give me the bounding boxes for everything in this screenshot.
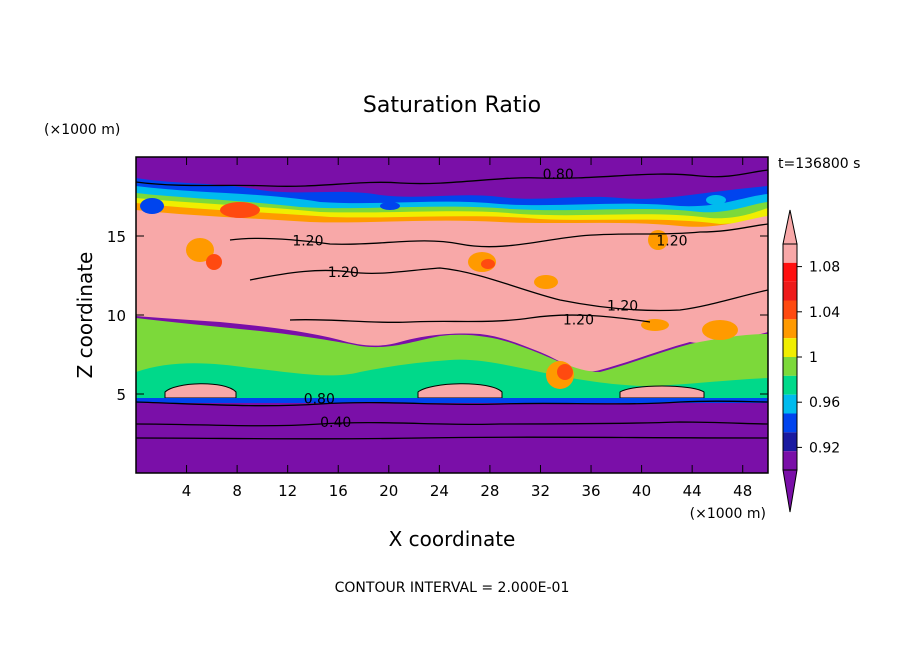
- plot-area: 0.80 1.20 1.20 1.20 1.20 1.20 0.80 0.40: [135, 157, 769, 473]
- colorbar-label: 1.04: [809, 305, 840, 321]
- hotspot: [702, 320, 738, 340]
- contour-label: 1.20: [607, 298, 638, 314]
- colorbar-segment: [783, 319, 797, 339]
- hotspot: [534, 275, 558, 289]
- hotspot: [648, 230, 668, 250]
- x-tick-label: 48: [733, 482, 752, 500]
- x-units-label: (×1000 m): [690, 506, 766, 522]
- contour-interval-note: CONTOUR INTERVAL = 2.000E-01: [335, 580, 570, 596]
- x-axis: 4 8 12 16 20 24 28 32 36 40 44 48: [182, 157, 752, 500]
- contour-label: 0.80: [304, 391, 335, 407]
- colorbar-segment: [783, 375, 797, 395]
- contour-labels: 0.80 1.20 1.20 1.20 1.20 1.20 0.80 0.40: [292, 167, 687, 431]
- x-tick-label: 36: [581, 482, 600, 500]
- colorbar-segment: [783, 300, 797, 320]
- x-tick-label: 24: [430, 482, 449, 500]
- colorbar-segment: [783, 451, 797, 470]
- contour-1-20-c: [289, 314, 651, 324]
- x-tick-label: 32: [531, 482, 550, 500]
- y-axis: 5 10 15: [107, 228, 768, 404]
- y-tick-label: 10: [107, 307, 126, 325]
- layer-teal-lower: [136, 359, 768, 400]
- x-tick-label: 40: [632, 482, 651, 500]
- x-axis-label: X coordinate: [389, 527, 516, 551]
- y-tick-label: 15: [107, 228, 126, 246]
- y-axis-label: Z coordinate: [73, 252, 97, 379]
- lens-1: [164, 383, 237, 399]
- time-label: t=136800 s: [778, 156, 860, 172]
- colorbar-label: 0.92: [809, 440, 840, 456]
- colorbar-segment: [783, 338, 797, 357]
- layer-pink-cloud: [136, 210, 768, 372]
- colorbar-extend-low: [782, 469, 798, 513]
- contour-lower: [135, 436, 769, 440]
- colorbar-label: 0.96: [809, 395, 840, 411]
- colorbar: 1.08 1.04 1 0.96 0.92: [782, 209, 840, 513]
- x-tick-label: 44: [683, 482, 702, 500]
- colorbar-segment: [783, 357, 797, 376]
- hotspot: [380, 202, 400, 210]
- hotspot: [481, 259, 495, 269]
- contour-lines: [135, 169, 769, 440]
- contour-label: 0.80: [543, 167, 574, 183]
- hotspot: [186, 238, 214, 262]
- contour-1-20-a: [229, 223, 769, 248]
- hotspot: [140, 198, 164, 214]
- y-units-label: (×1000 m): [44, 122, 120, 138]
- contour-0-80-upper: [135, 169, 769, 187]
- contour-label: 1.20: [292, 233, 323, 249]
- x-tick-label: 4: [182, 482, 192, 500]
- chart-title: Saturation Ratio: [363, 93, 541, 118]
- colorbar-segment: [783, 281, 797, 301]
- x-tick-label: 16: [329, 482, 348, 500]
- hotspot: [220, 202, 260, 218]
- hotspot: [706, 195, 726, 205]
- layer-cloud-base: [136, 398, 768, 403]
- colorbar-segment: [783, 432, 797, 452]
- colorbar-label: 1.08: [809, 260, 840, 276]
- x-tick-label: 8: [232, 482, 242, 500]
- colorbar-segment: [783, 262, 797, 282]
- hotspot: [206, 254, 222, 270]
- x-tick-label: 12: [278, 482, 297, 500]
- hotspots: [140, 195, 738, 389]
- contour-1-20-b: [249, 267, 769, 312]
- colorbar-segment: [783, 394, 797, 414]
- contour-label: 1.20: [563, 312, 594, 328]
- contour-0-40: [135, 421, 769, 427]
- contour-0-80-lower: [135, 400, 769, 407]
- x-tick-label: 28: [480, 482, 499, 500]
- colorbar-segment: [783, 244, 797, 263]
- y-tick-label: 5: [116, 386, 126, 404]
- lens-2: [417, 383, 503, 399]
- colorbar-extend-high: [782, 209, 798, 245]
- colorbar-label: 1: [809, 350, 818, 366]
- contour-label: 1.20: [328, 265, 359, 281]
- colorbar-segment: [783, 413, 797, 433]
- lens-3: [619, 385, 705, 399]
- contour-label: 0.40: [320, 415, 351, 431]
- x-tick-label: 20: [379, 482, 398, 500]
- hotspot: [557, 364, 573, 380]
- contour-label: 1.20: [656, 233, 687, 249]
